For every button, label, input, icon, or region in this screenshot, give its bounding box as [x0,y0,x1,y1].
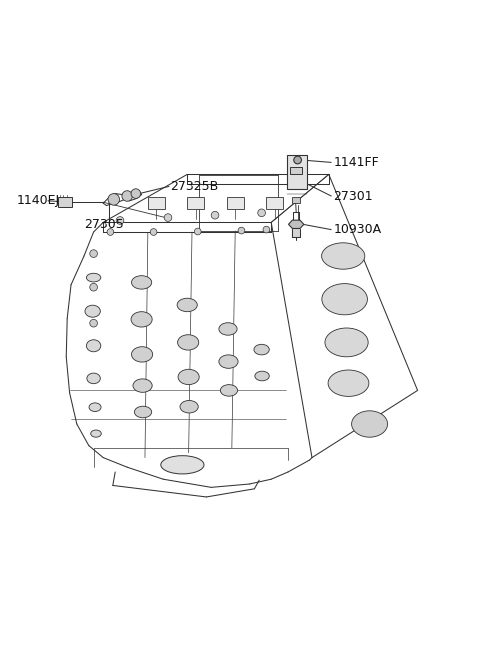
Bar [187,197,204,209]
Ellipse shape [178,335,199,350]
Circle shape [164,214,172,222]
Circle shape [116,216,124,224]
Circle shape [150,229,157,236]
Ellipse shape [86,274,101,282]
Ellipse shape [85,305,100,318]
Ellipse shape [133,379,152,392]
Ellipse shape [325,328,368,357]
Ellipse shape [328,370,369,396]
Ellipse shape [219,323,237,335]
Bar [227,197,244,209]
Ellipse shape [161,456,204,474]
Ellipse shape [87,373,100,384]
Ellipse shape [322,283,368,315]
Circle shape [294,156,301,164]
Ellipse shape [91,430,101,437]
Circle shape [90,250,97,257]
Ellipse shape [254,344,269,355]
Ellipse shape [132,276,152,289]
Bar [58,197,72,207]
Bar [287,155,307,189]
Circle shape [107,229,114,236]
Circle shape [90,319,97,327]
Circle shape [90,283,97,291]
Bar [266,197,283,209]
Text: 27305: 27305 [84,218,124,232]
Ellipse shape [220,384,238,396]
Ellipse shape [131,312,152,327]
Ellipse shape [134,406,152,418]
Bar [292,197,300,203]
Bar [148,197,165,209]
Polygon shape [288,220,304,228]
Text: 1140EJ: 1140EJ [17,194,60,207]
Ellipse shape [86,340,101,352]
Text: 10930A: 10930A [334,223,382,236]
Circle shape [258,209,265,216]
Ellipse shape [132,347,153,362]
Ellipse shape [351,411,388,437]
Ellipse shape [177,298,197,312]
Ellipse shape [180,400,198,413]
Bar [290,167,302,174]
Text: 27325B: 27325B [170,180,219,193]
Circle shape [131,189,141,198]
Circle shape [211,211,219,219]
Circle shape [108,194,120,205]
Text: 27301: 27301 [334,190,373,203]
Ellipse shape [89,403,101,411]
Circle shape [263,226,270,233]
Circle shape [238,227,245,234]
Ellipse shape [255,371,269,380]
Ellipse shape [219,355,238,368]
Circle shape [194,228,201,235]
Circle shape [122,191,132,201]
Text: 1141FF: 1141FF [334,156,379,169]
Ellipse shape [178,369,199,384]
Ellipse shape [322,243,365,269]
